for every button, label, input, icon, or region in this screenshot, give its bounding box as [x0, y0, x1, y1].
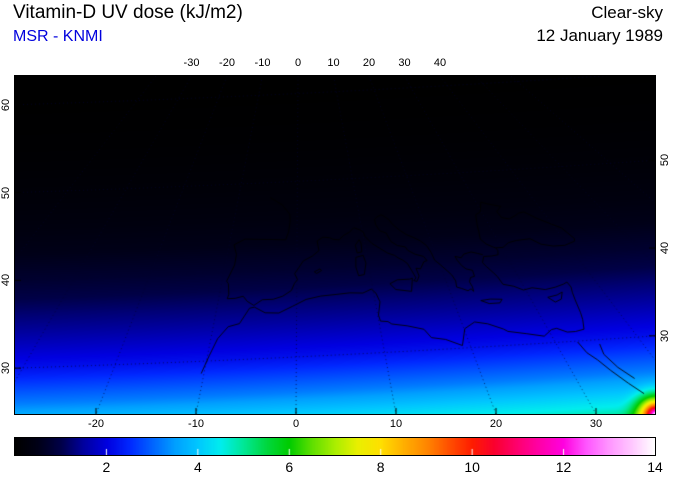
colorbar-tick-label: 12 — [555, 459, 572, 475]
coastline-graticule-overlay — [15, 76, 655, 414]
date-label: 12 January 1989 — [536, 26, 663, 45]
lon-tick-top: 20 — [362, 57, 376, 69]
lat-tick-right: 50 — [659, 154, 671, 167]
lon-tick-top: -20 — [219, 57, 235, 69]
lat-tick-right: 30 — [659, 329, 671, 342]
lon-tick-bottom: 30 — [589, 418, 603, 430]
lon-tick-top: -10 — [254, 57, 271, 69]
lon-tick-bottom: -20 — [88, 418, 104, 430]
colorbar-tick-label: 2 — [102, 459, 111, 475]
lon-tick-top: -30 — [183, 57, 200, 69]
colorbar-tick-label: 8 — [376, 459, 385, 475]
colorbar-gradient-canvas — [15, 438, 655, 455]
map-plot-area — [14, 75, 656, 415]
colorbar — [14, 437, 656, 456]
lon-tick-top: 40 — [433, 57, 447, 69]
lat-tick-left: 40 — [0, 274, 12, 287]
lat-tick-left: 30 — [0, 362, 12, 375]
lon-tick-top: 10 — [327, 57, 340, 69]
colorbar-tick-label: 10 — [464, 459, 480, 475]
lat-tick-left: 60 — [0, 98, 12, 111]
figure-title: Vitamin-D UV dose (kJ/m2) — [13, 2, 243, 23]
lon-tick-bottom: 20 — [489, 418, 503, 430]
lon-tick-top: 0 — [294, 57, 302, 69]
colorbar-tick-label: 14 — [647, 459, 663, 475]
lat-tick-left: 50 — [0, 186, 12, 199]
sky-condition-label: Clear-sky — [591, 3, 663, 22]
lon-tick-top: 30 — [398, 57, 411, 69]
lon-tick-bottom: 0 — [292, 418, 300, 430]
lon-tick-bottom: -10 — [188, 418, 204, 430]
colorbar-tick-label: 6 — [285, 459, 294, 475]
figure-source-label: MSR - KNMI — [13, 28, 103, 45]
lat-tick-right: 40 — [659, 241, 671, 255]
lon-tick-bottom: 10 — [389, 418, 403, 430]
colorbar-tick-label: 4 — [193, 459, 202, 475]
